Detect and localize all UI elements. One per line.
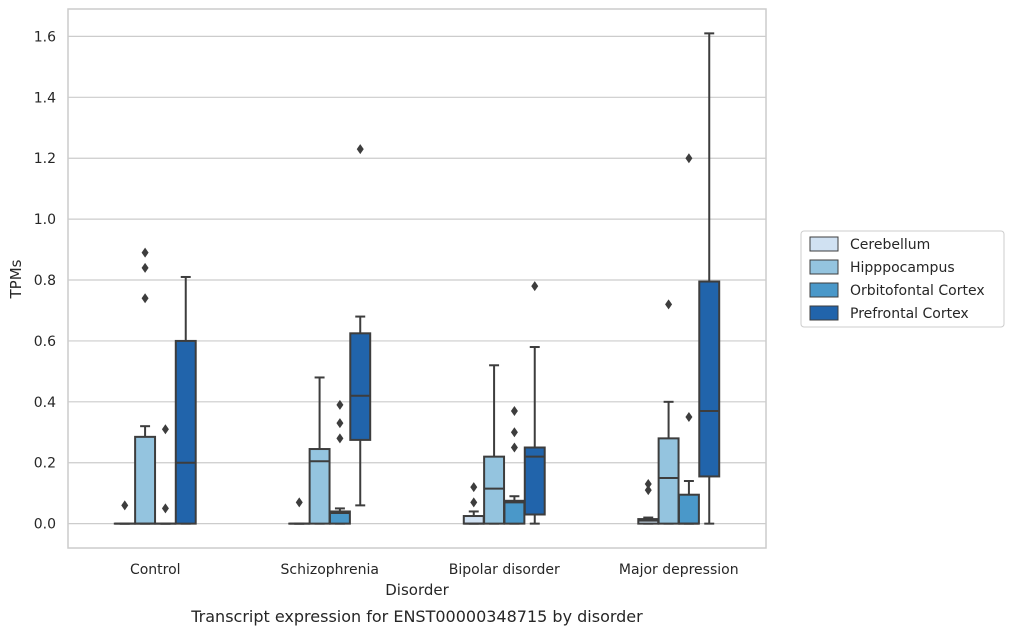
box-body <box>483 455 506 525</box>
box-body <box>677 493 700 525</box>
x-tick-label: Control <box>130 562 181 578</box>
box-orbitofontal-cortex <box>677 153 700 525</box>
box-body <box>657 437 680 525</box>
y-tick-label: 0.4 <box>34 395 56 411</box>
x-tick-label: Bipolar disorder <box>449 562 560 578</box>
box-plot-series <box>113 32 721 525</box>
legend-swatch <box>809 282 839 298</box>
outlier-point <box>470 482 478 493</box>
outlier-point <box>510 405 518 416</box>
outlier-point <box>470 497 478 508</box>
y-tick-label: 1.4 <box>34 90 56 106</box>
y-tick-label: 0.8 <box>34 273 56 289</box>
outlier-point <box>644 479 652 490</box>
outlier-point <box>336 433 344 444</box>
box-hipppocampus <box>483 364 506 525</box>
outlier-point <box>141 293 149 304</box>
legend-label: Prefrontal Cortex <box>850 306 969 322</box>
outlier-point <box>336 399 344 410</box>
x-tick-label: Schizophrenia <box>281 562 379 578</box>
box-prefrontal-cortex <box>523 281 546 525</box>
legend-swatch <box>809 236 839 252</box>
x-tick-label: Major depression <box>619 562 739 578</box>
box-body <box>328 510 351 525</box>
box-body <box>698 280 721 478</box>
outlier-point <box>644 485 652 496</box>
box-cerebellum <box>113 500 136 525</box>
outlier-point <box>336 418 344 429</box>
outlier-point <box>161 424 169 435</box>
legend-swatch <box>809 305 839 321</box>
box-orbitofontal-cortex <box>328 399 351 525</box>
y-tick-label: 1.2 <box>34 151 56 167</box>
x-axis-ticks: Control Schizophrenia Bipolar disorder Majo… <box>130 562 739 578</box>
legend-label: Orbitofontal Cortex <box>850 283 985 299</box>
box-hipppocampus <box>308 376 331 525</box>
legend: Cerebellum Hipppocampus Orbitofontal Corte… <box>800 230 1005 328</box>
box-prefrontal-cortex <box>174 275 197 525</box>
box-body <box>174 339 197 525</box>
outlier-point <box>510 442 518 453</box>
box-cerebellum <box>462 482 485 525</box>
outlier-point <box>665 299 673 310</box>
box-body <box>523 446 546 516</box>
box-cerebellum <box>637 479 660 525</box>
outlier-point <box>141 262 149 273</box>
box-prefrontal-cortex <box>349 144 372 507</box>
y-axis-label: TPMs <box>7 259 25 299</box>
outlier-point <box>531 281 539 292</box>
y-tick-label: 1.0 <box>34 212 56 228</box>
outlier-point <box>295 497 303 508</box>
box-prefrontal-cortex <box>698 32 721 525</box>
outlier-point <box>685 412 693 423</box>
y-axis-ticks: 0.0 0.2 0.4 0.6 0.8 1.0 1.2 1.4 1.6 <box>34 29 56 532</box>
box-cerebellum <box>288 497 311 525</box>
box-body <box>134 435 157 525</box>
box-hipppocampus <box>134 247 157 525</box>
box-orbitofontal-cortex <box>154 424 177 525</box>
box-body <box>349 332 372 441</box>
box-hipppocampus <box>657 299 680 525</box>
legend-swatch <box>809 259 839 275</box>
outlier-point <box>141 247 149 258</box>
legend-label: Cerebellum <box>850 237 930 253</box>
box-body <box>308 448 331 525</box>
x-axis-label: Disorder <box>385 581 449 599</box>
y-tick-label: 0.2 <box>34 456 56 472</box>
outlier-point <box>161 503 169 514</box>
box-orbitofontal-cortex <box>503 405 526 525</box>
y-tick-label: 0.6 <box>34 334 56 350</box>
outlier-point <box>121 500 129 511</box>
figure-caption: Transcript expression for ENST0000034871… <box>190 607 643 626</box>
outlier-point <box>356 144 364 155</box>
box-body <box>503 499 526 525</box>
legend-label: Hipppocampus <box>850 260 955 276</box>
plot-frame <box>67 8 767 549</box>
outlier-point <box>685 153 693 164</box>
box-body <box>462 515 485 525</box>
y-tick-label: 0.0 <box>34 517 56 533</box>
outlier-point <box>510 427 518 438</box>
y-tick-label: 1.6 <box>34 29 56 45</box>
legend-frame <box>800 230 1005 328</box>
